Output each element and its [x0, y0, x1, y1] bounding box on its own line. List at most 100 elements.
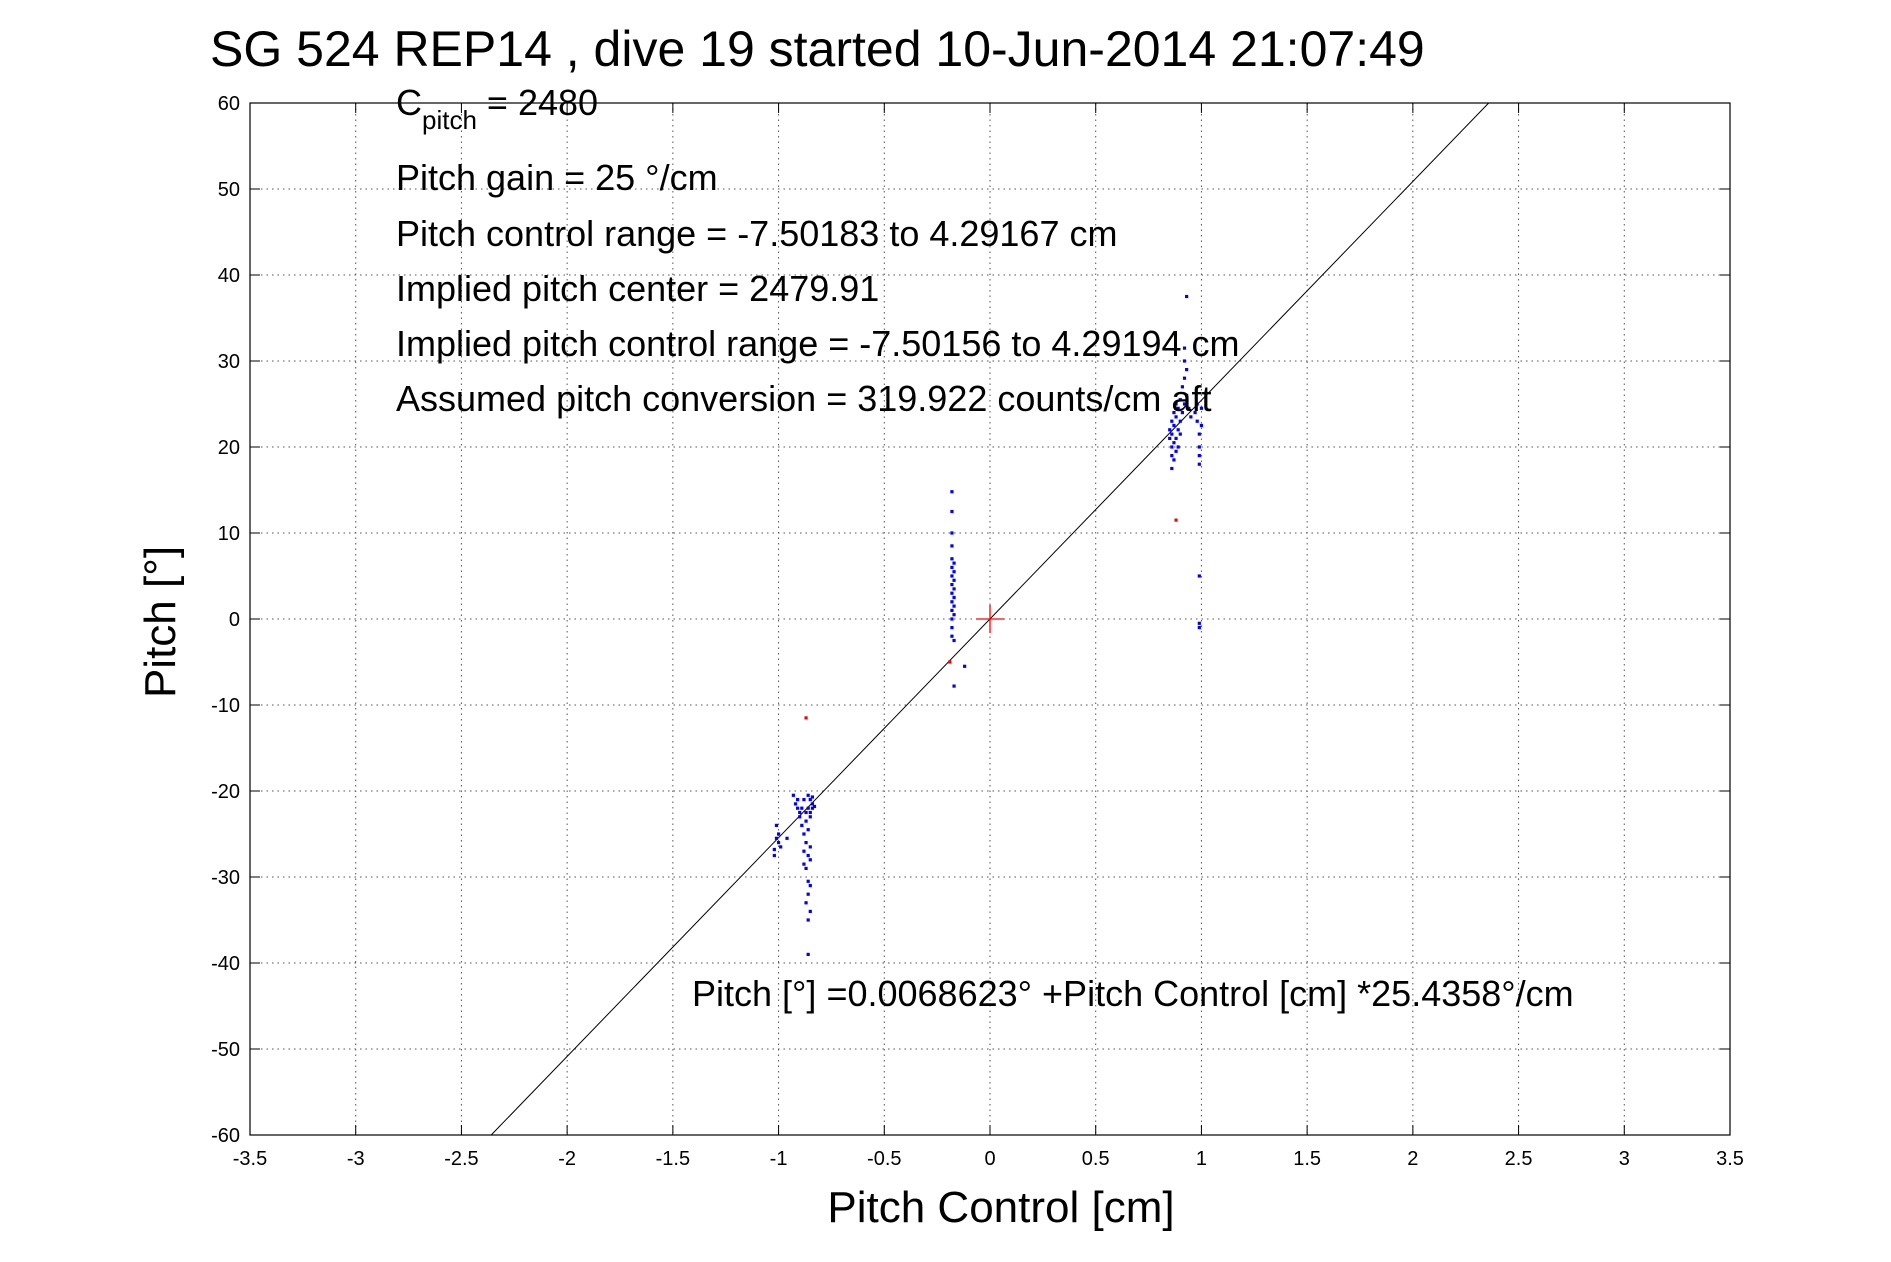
center-marker [976, 605, 1004, 633]
y-tick-label: 30 [218, 351, 240, 373]
data-point [1168, 436, 1172, 440]
data-point [804, 901, 808, 905]
data-point [952, 684, 956, 688]
data-point [810, 802, 814, 806]
x-tick-label: 1.5 [1293, 1148, 1321, 1170]
data-point [810, 795, 814, 799]
data-point [1197, 454, 1201, 458]
data-point [1178, 432, 1182, 436]
data-point [1176, 445, 1180, 449]
data-point [776, 841, 781, 845]
data-point [950, 565, 954, 569]
annotation-pitch-control-range: Pitch control range = -7.50183 to 4.2916… [396, 213, 1117, 254]
data-point [1197, 462, 1201, 466]
data-point [950, 544, 954, 548]
x-axis-label: Pitch Control [cm] [827, 1183, 1174, 1232]
data-point [1172, 458, 1176, 462]
x-tick-label: -3 [347, 1148, 365, 1170]
chart-title: SG 524 REP14 , dive 19 started 10-Jun-20… [210, 21, 1425, 77]
data-point [1182, 346, 1187, 350]
data-point [1178, 419, 1182, 423]
data-point [1174, 449, 1178, 453]
data-point [950, 600, 954, 604]
data-point [806, 853, 810, 858]
x-tick-label: 0 [984, 1148, 995, 1170]
c-pitch-value: = 2480 [477, 82, 598, 123]
y-tick-label: 50 [218, 179, 240, 201]
data-point [1170, 454, 1174, 458]
data-point [806, 828, 810, 832]
data-point [1197, 626, 1201, 630]
data-point [952, 570, 956, 574]
data-point [806, 892, 810, 896]
data-point [1199, 406, 1204, 410]
data-point [804, 819, 808, 823]
data-point [950, 626, 954, 630]
data-point [950, 591, 954, 595]
data-point [810, 806, 814, 810]
data-point [806, 879, 810, 883]
data-point [1170, 445, 1174, 449]
data-point [779, 845, 783, 849]
data-point [804, 841, 808, 845]
data-point [1174, 402, 1178, 406]
x-tick-label: 2 [1407, 1148, 1418, 1170]
data-point [772, 847, 776, 852]
data-point [802, 798, 806, 802]
x-tick-label: -0.5 [867, 1148, 901, 1170]
data-point [808, 884, 812, 888]
x-tick-label: 1 [1196, 1148, 1207, 1170]
outlier-point [1174, 518, 1178, 522]
data-point [950, 574, 954, 578]
data-point [952, 561, 956, 565]
y-axis-label: Pitch [°] [136, 546, 185, 698]
data-points [772, 294, 1204, 956]
data-point [802, 832, 806, 836]
data-point [1185, 368, 1189, 372]
data-point [1193, 411, 1197, 415]
x-tick-label: 2.5 [1505, 1148, 1533, 1170]
data-point [950, 490, 954, 494]
data-point [963, 664, 967, 668]
data-point [950, 617, 954, 621]
data-point [950, 509, 954, 514]
data-point [1185, 294, 1189, 299]
c-pitch-subscript: pitch [422, 105, 477, 135]
data-point [950, 557, 954, 561]
data-point [772, 853, 776, 858]
data-point [796, 798, 800, 802]
data-point [1182, 376, 1187, 380]
y-tick-label: -40 [211, 953, 240, 975]
data-point [1176, 406, 1180, 410]
x-tick-label: 3 [1619, 1148, 1630, 1170]
data-point [808, 858, 812, 862]
c-pitch-symbol: C [396, 82, 422, 123]
data-point [812, 804, 817, 809]
data-point [791, 793, 795, 797]
data-point [1197, 574, 1201, 578]
data-point [1197, 432, 1201, 436]
data-point [950, 608, 954, 612]
data-point [1197, 445, 1201, 449]
y-tick-label: -50 [211, 1039, 240, 1061]
data-point [1170, 432, 1174, 436]
annotation-c-pitch: Cpitch = 2480 [396, 82, 598, 135]
data-point [1178, 398, 1182, 402]
data-point [1180, 385, 1184, 389]
data-point [1199, 423, 1204, 428]
data-point [776, 832, 781, 836]
y-tick-label: 60 [218, 93, 240, 115]
data-point [1172, 411, 1176, 415]
data-point [1172, 423, 1176, 428]
data-point [785, 836, 789, 840]
x-tick-label: -2.5 [444, 1148, 478, 1170]
outlier-point [948, 660, 952, 664]
data-point [1197, 621, 1201, 625]
data-point [806, 918, 810, 922]
data-point [808, 909, 812, 913]
y-tick-label: 40 [218, 265, 240, 287]
data-point [806, 793, 810, 797]
annotation-pitch-gain: Pitch gain = 25 °/cm [396, 157, 718, 198]
y-tick-label: -30 [211, 867, 240, 889]
